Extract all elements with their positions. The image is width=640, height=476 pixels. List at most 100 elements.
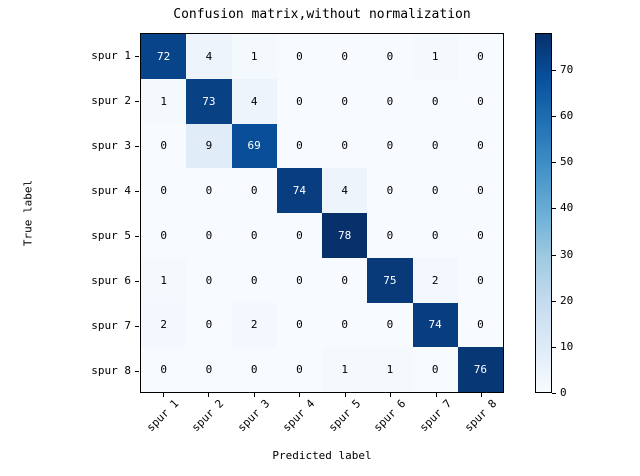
x-tick-label: spur 4 <box>280 396 318 435</box>
y-tick-label: spur 7 <box>91 318 131 332</box>
matrix-cell: 1 <box>141 78 187 124</box>
y-tick-mark <box>135 370 139 372</box>
matrix-cell: 0 <box>412 78 458 124</box>
colorbar-tick-mark <box>552 254 556 256</box>
x-tick-mark <box>344 393 346 397</box>
colorbar-tick-mark <box>552 69 556 71</box>
matrix-cell: 0 <box>276 213 322 258</box>
x-tick-label: spur 7 <box>416 396 455 435</box>
x-tick-mark <box>390 393 392 397</box>
matrix-cell: 0 <box>186 213 232 258</box>
colorbar-tick-label: 40 <box>560 201 574 215</box>
matrix-cell: 78 <box>322 213 368 258</box>
x-tick-mark <box>299 393 301 397</box>
x-tick-label: spur 1 <box>143 396 182 435</box>
colorbar-tick-mark <box>552 346 556 348</box>
x-tick-mark <box>253 393 255 397</box>
matrix-cell: 2 <box>412 257 458 303</box>
matrix-cell: 0 <box>457 302 503 348</box>
y-tick-mark <box>135 280 139 282</box>
colorbar-tick-label: 20 <box>560 293 574 307</box>
x-tick-label: spur 2 <box>189 396 227 435</box>
matrix-cell: 0 <box>276 34 322 79</box>
y-tick-label: spur 4 <box>91 183 131 197</box>
matrix-cell: 0 <box>322 257 368 303</box>
y-tick-mark <box>135 100 139 102</box>
matrix-cell: 0 <box>367 34 413 79</box>
matrix-cell: 0 <box>276 302 322 348</box>
matrix-cell: 0 <box>276 347 322 392</box>
matrix-cell: 4 <box>231 78 277 124</box>
colorbar-tick-mark <box>552 116 556 118</box>
matrix-cell: 72 <box>141 34 187 79</box>
matrix-cell: 75 <box>367 257 413 303</box>
matrix-cell: 0 <box>186 302 232 348</box>
y-tick-label: spur 2 <box>91 93 131 107</box>
matrix-cell: 0 <box>186 168 232 213</box>
matrix-cell: 69 <box>231 123 277 169</box>
matrix-cell: 76 <box>457 347 503 392</box>
matrix-cell: 0 <box>457 168 503 213</box>
y-tick-mark <box>135 190 139 192</box>
x-tick-mark <box>435 393 437 397</box>
colorbar-tick-label: 30 <box>560 247 574 261</box>
matrix-cell: 0 <box>141 213 187 258</box>
colorbar-tick-mark <box>552 162 556 164</box>
matrix-cell: 1 <box>367 347 413 392</box>
matrix-cell: 4 <box>322 168 368 213</box>
y-tick-mark <box>135 235 139 237</box>
colorbar-gradient <box>536 34 551 392</box>
matrix-cell: 0 <box>412 213 458 258</box>
matrix-cell: 0 <box>412 168 458 213</box>
y-tick-label: spur 8 <box>91 363 131 377</box>
matrix-cell: 2 <box>141 302 187 348</box>
matrix-cell: 73 <box>186 78 232 124</box>
matrix-cell: 0 <box>141 123 187 169</box>
matrix-cell: 0 <box>186 257 232 303</box>
matrix-cell: 0 <box>367 213 413 258</box>
matrix-cell: 0 <box>457 123 503 169</box>
matrix-cell: 0 <box>367 168 413 213</box>
matrix-cell: 0 <box>457 78 503 124</box>
colorbar-tick-label: 60 <box>560 109 574 123</box>
x-tick-label: spur 8 <box>462 396 500 435</box>
colorbar-tick-label: 70 <box>560 62 574 76</box>
matrix-cell: 74 <box>276 168 322 213</box>
y-tick-mark <box>135 55 139 57</box>
x-tick-mark <box>208 393 210 397</box>
matrix-cell: 0 <box>276 123 322 169</box>
matrix-cell: 0 <box>231 213 277 258</box>
matrix-cell: 0 <box>412 123 458 169</box>
matrix-cell: 0 <box>322 78 368 124</box>
matrix-cell: 1 <box>322 347 368 392</box>
matrix-cell: 0 <box>186 347 232 392</box>
matrix-cell: 0 <box>231 347 277 392</box>
matrix-cell: 0 <box>367 302 413 348</box>
colorbar-tick-label: 50 <box>560 155 574 169</box>
y-tick-label: spur 5 <box>91 228 131 242</box>
matrix-cell: 0 <box>367 123 413 169</box>
matrix-cell: 0 <box>457 213 503 258</box>
matrix-cell: 0 <box>457 257 503 303</box>
matrix-cell: 0 <box>231 168 277 213</box>
colorbar-tick-label: 10 <box>560 339 574 353</box>
matrix-cell: 9 <box>186 123 232 169</box>
matrix-cell: 1 <box>412 34 458 79</box>
heatmap-grid: 72 4 1 0 0 0 1 0 1 73 4 0 0 0 0 0 0 9 69 0 0 0 0 0 0 0 0 74 4 0 0 0 0 0 0 0… <box>140 33 504 393</box>
x-tick-label: spur 3 <box>234 396 273 435</box>
matrix-cell: 0 <box>276 257 322 303</box>
x-tick-mark <box>481 393 483 397</box>
matrix-cell: 1 <box>141 257 187 303</box>
y-tick-label: spur 6 <box>91 273 131 287</box>
y-tick-label: spur 3 <box>91 138 131 152</box>
matrix-cell: 2 <box>231 302 277 348</box>
colorbar-tick-mark <box>552 300 556 302</box>
matrix-cell: 0 <box>141 347 187 392</box>
y-tick-mark <box>135 325 139 327</box>
x-tick-mark <box>162 393 164 397</box>
matrix-cell: 0 <box>322 302 368 348</box>
matrix-cell: 4 <box>186 34 232 79</box>
matrix-cell: 0 <box>367 78 413 124</box>
matrix-cell: 0 <box>457 34 503 79</box>
